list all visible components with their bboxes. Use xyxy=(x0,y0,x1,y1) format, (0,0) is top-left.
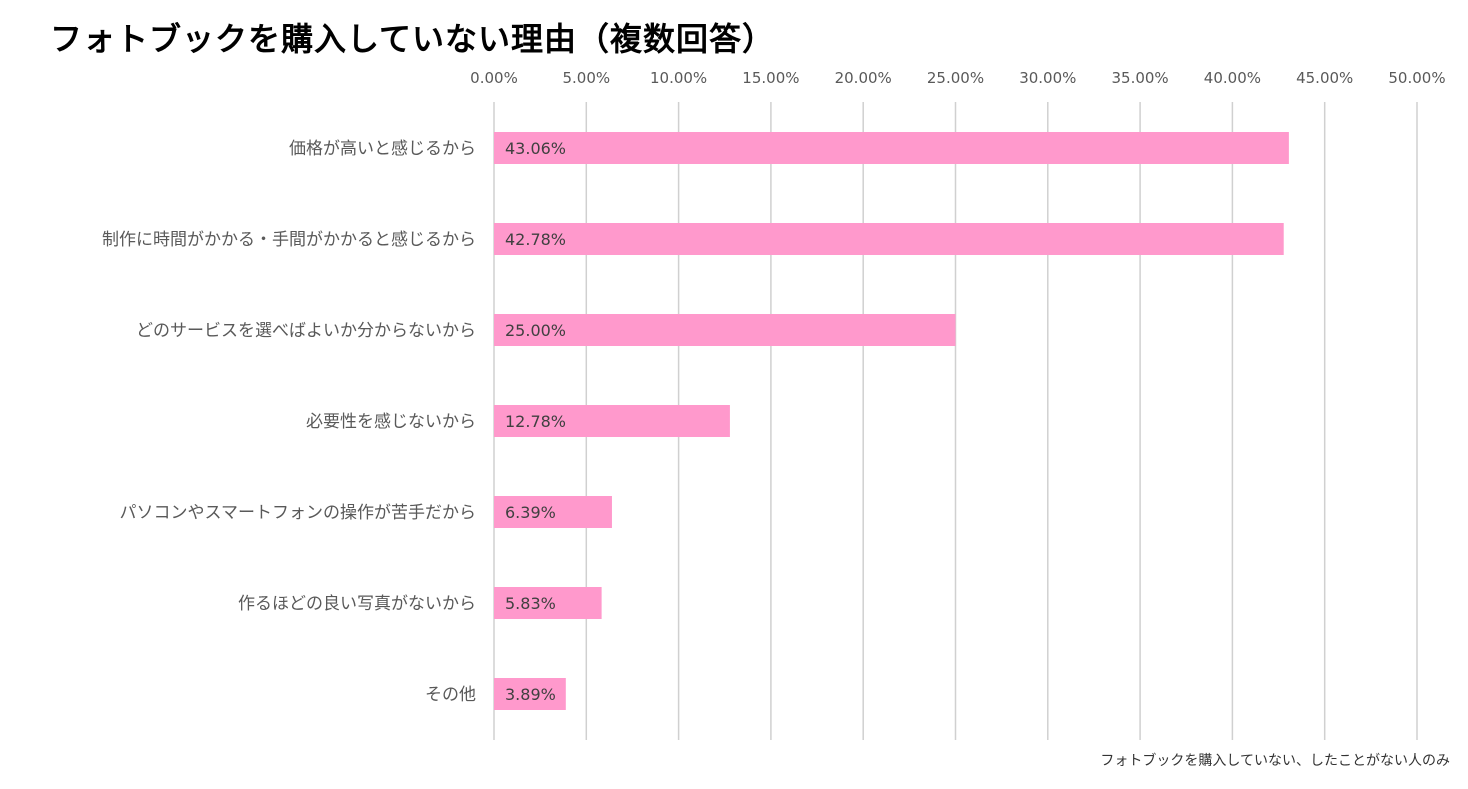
x-tick-label: 40.00% xyxy=(1204,69,1261,87)
category-label: パソコンやスマートフォンの操作が苦手だから xyxy=(120,503,477,523)
chart-title: フォトブックを購入していない理由（複数回答） xyxy=(50,20,776,58)
bar xyxy=(494,678,566,710)
data-label: 25.00% xyxy=(505,321,566,340)
x-tick-label: 45.00% xyxy=(1296,69,1353,87)
x-tick-label: 50.00% xyxy=(1388,69,1445,87)
bar xyxy=(494,314,956,346)
x-tick-label: 10.00% xyxy=(650,69,707,87)
category-label: どのサービスを選べばよいか分からないから xyxy=(136,321,476,341)
category-labels: 価格が高いと感じるから制作に時間がかかる・手間がかかると感じるからどのサービスを… xyxy=(102,139,476,705)
data-label: 42.78% xyxy=(505,230,566,249)
data-label: 3.89% xyxy=(505,685,556,704)
category-label: その他 xyxy=(425,685,476,705)
chart-footnote: フォトブックを購入していない、したことがない人のみ xyxy=(1100,753,1450,769)
x-tick-label: 5.00% xyxy=(562,69,610,87)
bar xyxy=(494,132,1289,164)
bar xyxy=(494,587,602,619)
bar xyxy=(494,223,1284,255)
x-tick-label: 25.00% xyxy=(927,69,984,87)
category-label: 制作に時間がかかる・手間がかかると感じるから xyxy=(102,230,476,250)
data-labels: 43.06% 42.78% 25.00% 12.78% 6.39% 5.83% 3.89% xyxy=(505,139,566,704)
category-label: 必要性を感じないから xyxy=(306,412,476,432)
x-axis-ticks: 0.00% 5.00% 10.00% 15.00% 20.00% 25.00% 30.00%… xyxy=(470,69,1445,87)
data-label: 12.78% xyxy=(505,412,566,431)
bar xyxy=(494,405,730,437)
data-label: 43.06% xyxy=(505,139,566,158)
bars xyxy=(494,132,1289,710)
category-label: 価格が高いと感じるから xyxy=(289,139,476,159)
x-tick-label: 30.00% xyxy=(1019,69,1076,87)
x-tick-label: 20.00% xyxy=(835,69,892,87)
x-tick-label: 15.00% xyxy=(742,69,799,87)
data-label: 5.83% xyxy=(505,594,556,613)
bar xyxy=(494,496,612,528)
x-tick-label: 35.00% xyxy=(1111,69,1168,87)
x-tick-label: 0.00% xyxy=(470,69,518,87)
data-label: 6.39% xyxy=(505,503,556,522)
category-label: 作るほどの良い写真がないから xyxy=(238,594,476,614)
